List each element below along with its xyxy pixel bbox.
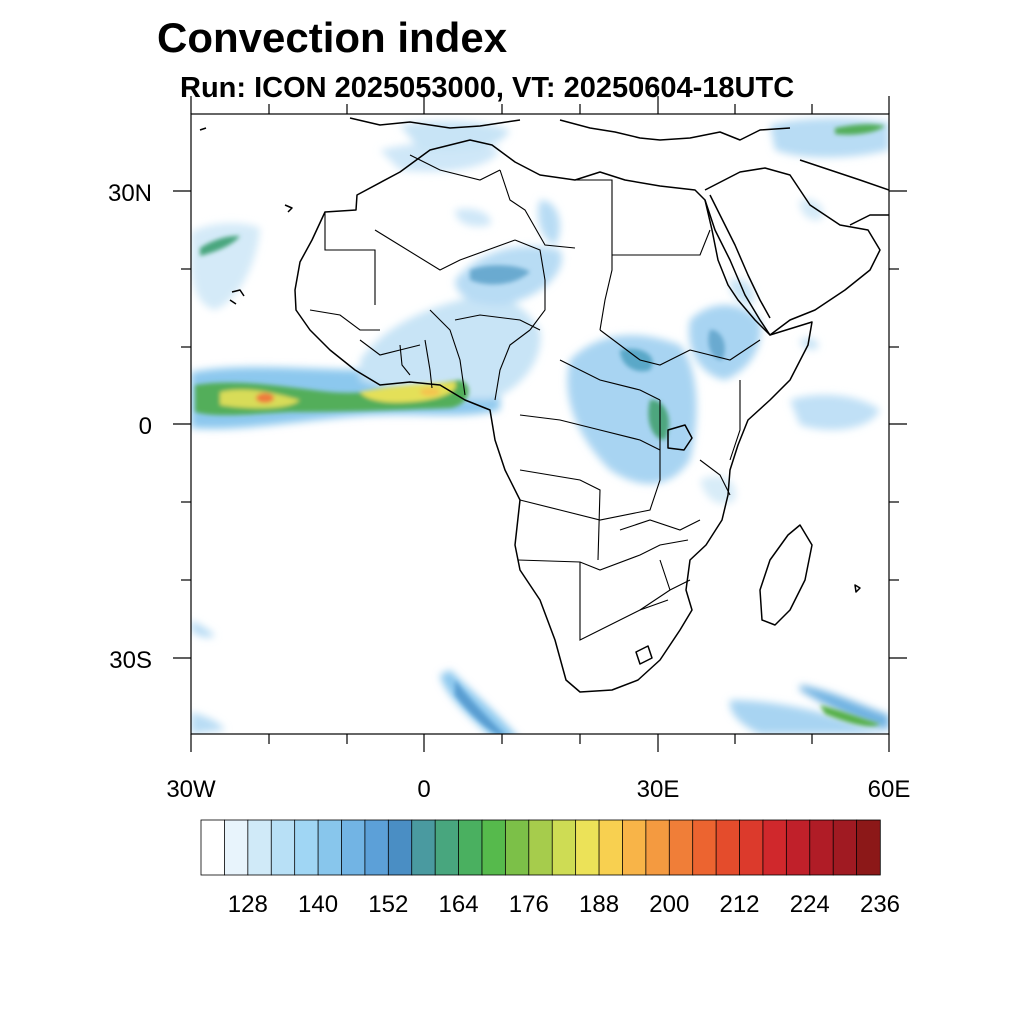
colorbar-swatch (411, 819, 436, 876)
colorbar-swatch (458, 819, 483, 876)
colorbar-swatch (434, 819, 460, 876)
colorbar-swatch (528, 819, 553, 876)
lat-label-0: 0 (139, 413, 152, 440)
colorbar-swatch (809, 819, 834, 876)
colorbar-swatch (481, 819, 507, 876)
colorbar-swatch (668, 819, 694, 876)
colorbar-label: 200 (649, 891, 689, 918)
colorbar-label: 164 (439, 891, 479, 918)
colorbar-label: 236 (860, 891, 900, 918)
convection-cores (195, 124, 885, 734)
colorbar-swatch (294, 819, 319, 876)
colorbar-swatch (504, 819, 530, 876)
axis-ticks (173, 96, 907, 752)
lat-label-30s: 30S (109, 647, 152, 674)
chart-title: Convection index (157, 14, 508, 61)
lat-label-30n: 30N (108, 180, 152, 207)
lon-label-30w: 30W (166, 776, 216, 803)
colorbar-label: 152 (368, 891, 408, 918)
lon-label-30e: 30E (637, 776, 680, 803)
colorbar-label: 140 (298, 891, 338, 918)
lon-label-0: 0 (417, 776, 430, 803)
lon-label-60e: 60E (868, 776, 911, 803)
colorbar-swatch (692, 819, 717, 876)
colorbar-swatch (762, 819, 788, 876)
colorbar-label: 224 (790, 891, 830, 918)
colorbar-swatch (645, 819, 670, 876)
colorbar-swatch (551, 819, 577, 876)
colorbar-label: 176 (509, 891, 549, 918)
colorbar-label: 128 (228, 891, 268, 918)
colorbar-label: 212 (719, 891, 759, 918)
colorbar-labels: 128 140 152 164 176 188 200 212 224 236 (228, 891, 900, 918)
colorbar-label: 188 (579, 891, 619, 918)
colorbar-swatch (856, 819, 881, 876)
colorbar-swatch (598, 819, 624, 876)
coastlines (199, 117, 889, 693)
colorbar-swatch (224, 819, 249, 876)
country-borders (309, 154, 761, 641)
colorbar-swatch (739, 819, 764, 876)
colorbar-swatch (387, 819, 413, 876)
colorbar-swatch (270, 819, 296, 876)
colorbar (200, 819, 881, 876)
colorbar-swatch (364, 819, 390, 876)
colorbar-swatch (715, 819, 741, 876)
colorbar-swatch (622, 819, 647, 876)
colorbar-swatch (575, 819, 600, 876)
colorbar-swatch (341, 819, 366, 876)
colorbar-swatch (785, 819, 811, 876)
chart-subtitle: Run: ICON 2025053000, VT: 20250604-18UTC (180, 72, 795, 104)
colorbar-swatch (832, 819, 858, 876)
colorbar-swatch (317, 819, 343, 876)
colorbar-swatch (247, 819, 272, 876)
colorbar-swatch (200, 819, 226, 876)
convection-field (191, 118, 889, 734)
map-area (191, 117, 889, 734)
